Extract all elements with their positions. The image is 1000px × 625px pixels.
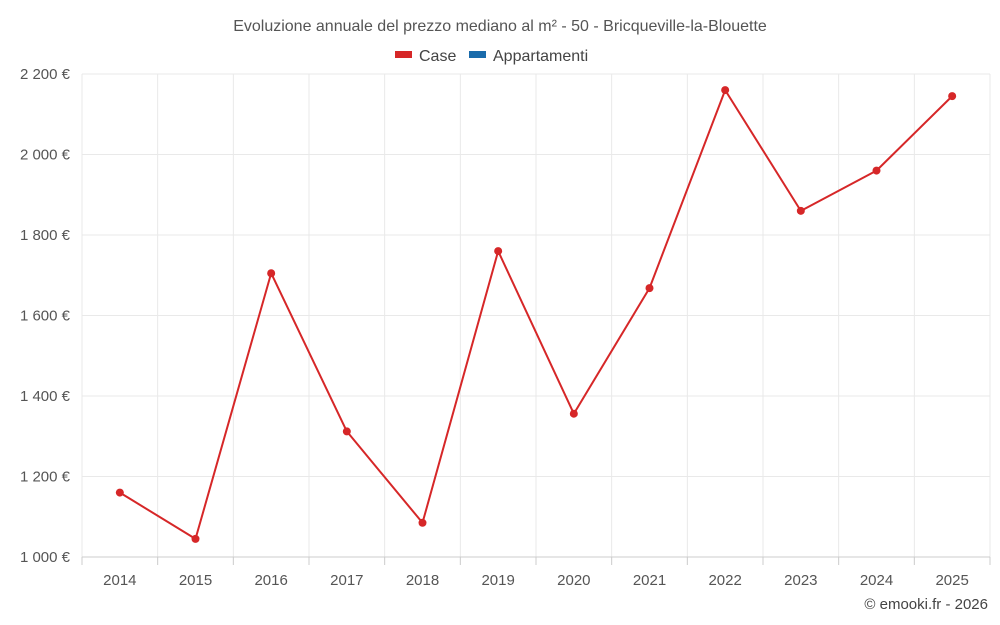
x-tick-label: 2018 bbox=[406, 572, 439, 589]
x-tick-label: 2024 bbox=[860, 572, 893, 589]
x-tick-label: 2015 bbox=[179, 572, 212, 589]
data-point-2021[interactable] bbox=[645, 284, 654, 293]
y-tick-label: 2 000 € bbox=[20, 147, 71, 164]
data-point-2020[interactable] bbox=[569, 409, 578, 418]
data-point-2018[interactable] bbox=[418, 518, 427, 527]
chart-title: Evoluzione annuale del prezzo mediano al… bbox=[233, 18, 767, 35]
y-tick-label: 1 600 € bbox=[20, 308, 71, 325]
x-tick-label: 2025 bbox=[935, 572, 968, 589]
x-tick-label: 2020 bbox=[557, 572, 590, 589]
legend-label-appartamenti: Appartamenti bbox=[493, 48, 588, 65]
series-case bbox=[115, 86, 957, 543]
y-tick-label: 2 200 € bbox=[20, 66, 71, 83]
series-line-case bbox=[119, 89, 953, 540]
legend-swatch-appartamenti bbox=[469, 51, 486, 58]
data-point-2014[interactable] bbox=[115, 488, 124, 497]
grid bbox=[81, 73, 991, 557]
legend: Case Appartamenti bbox=[395, 48, 588, 65]
x-tick-label: 2017 bbox=[330, 572, 363, 589]
data-point-2017[interactable] bbox=[342, 427, 351, 436]
data-point-2024[interactable] bbox=[872, 166, 881, 175]
legend-label-case: Case bbox=[419, 48, 456, 65]
y-tick-label: 1 000 € bbox=[20, 549, 71, 566]
x-tick-label: 2022 bbox=[708, 572, 741, 589]
y-tick-label: 1 800 € bbox=[20, 227, 71, 244]
legend-item-appartamenti[interactable]: Appartamenti bbox=[469, 48, 588, 65]
x-tick-label: 2016 bbox=[254, 572, 287, 589]
data-point-2019[interactable] bbox=[494, 247, 503, 256]
x-axis-ticks: 2014 2015 2016 2017 2018 2019 2020 2021 2022 2023… bbox=[81, 557, 991, 589]
y-tick-label: 1 200 € bbox=[20, 469, 71, 486]
data-point-2025[interactable] bbox=[948, 92, 957, 101]
x-tick-label: 2019 bbox=[481, 572, 514, 589]
x-tick-label: 2014 bbox=[103, 572, 136, 589]
data-point-2016[interactable] bbox=[267, 269, 276, 278]
legend-swatch-case bbox=[395, 51, 412, 58]
credit-text: © emooki.fr - 2026 bbox=[864, 596, 988, 613]
data-point-2022[interactable] bbox=[721, 86, 730, 95]
data-point-2015[interactable] bbox=[191, 534, 200, 543]
y-axis-ticks: 1 000 € 1 200 € 1 400 € 1 600 € 1 800 € 2 000… bbox=[20, 66, 71, 566]
x-tick-label: 2021 bbox=[633, 572, 666, 589]
legend-item-case[interactable]: Case bbox=[395, 48, 456, 65]
x-tick-label: 2023 bbox=[784, 572, 817, 589]
data-point-2023[interactable] bbox=[796, 206, 805, 215]
y-tick-label: 1 400 € bbox=[20, 388, 71, 405]
